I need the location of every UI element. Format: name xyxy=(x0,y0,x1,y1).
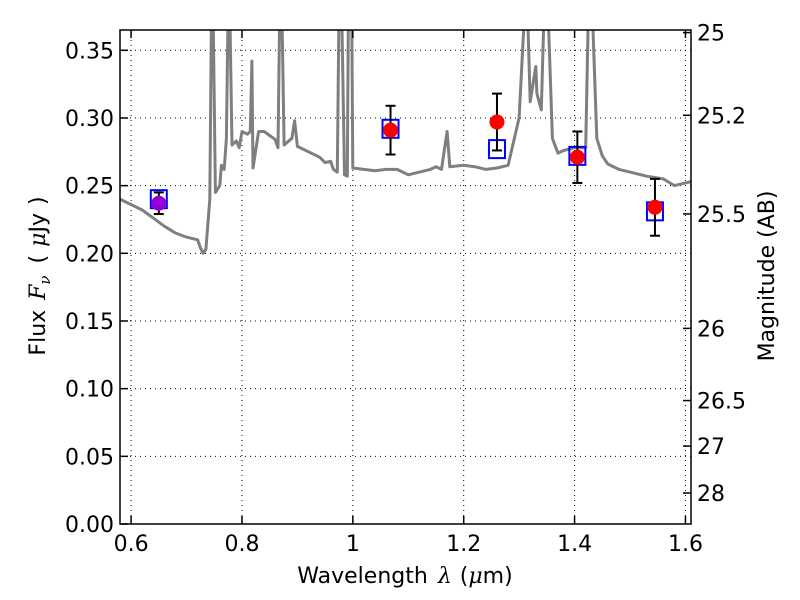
y2-tick-label: 26.5 xyxy=(697,390,746,415)
x-tick-label: 1.6 xyxy=(668,532,703,557)
y2-tick-label: 27 xyxy=(697,435,725,460)
y2-tick-label: 25 xyxy=(697,22,725,47)
axis-ticks xyxy=(120,30,691,525)
y2-tick-label: 28 xyxy=(697,482,725,507)
x-axis-label: Wavelength λ (μm) xyxy=(297,564,512,589)
plot-frame xyxy=(119,29,692,525)
observed-photometry-point xyxy=(489,114,505,130)
observed-photometry-layer xyxy=(151,92,663,237)
y-tick-label: 0.05 xyxy=(65,445,114,470)
y-tick-label: 0.30 xyxy=(65,107,114,132)
observed-photometry-point xyxy=(151,195,167,211)
y2-tick-labels: 25 25.2 25.5 26 26.5 27 28 xyxy=(697,22,746,507)
x-tick-labels: 0.6 0.8 1 1.2 1.4 1.6 xyxy=(114,532,703,557)
observed-photometry-point xyxy=(383,122,399,138)
y2-tick-label: 25.2 xyxy=(697,104,746,129)
observed-photometry-point xyxy=(569,149,585,165)
x-tick-label: 1 xyxy=(346,532,360,557)
x-tick-label: 1.4 xyxy=(557,532,592,557)
y-axis-label: FluxFν(μJy) xyxy=(26,196,54,355)
spectrum-layer xyxy=(120,30,691,255)
y2-axis-label: Magnitude (AB) xyxy=(755,191,780,362)
y2-tick-label: 25.5 xyxy=(697,203,746,228)
y-tick-label: 0.35 xyxy=(65,39,114,64)
x-tick-label: 0.6 xyxy=(114,532,149,557)
y2-tick-label: 26 xyxy=(697,317,725,342)
y-tick-label: 0.15 xyxy=(65,310,114,335)
y-tick-label: 0.00 xyxy=(65,513,114,538)
y-tick-label: 0.10 xyxy=(65,378,114,403)
y-tick-labels: 0.00 0.05 0.10 0.15 0.20 0.25 0.30 0.35 xyxy=(65,39,114,538)
y-tick-label: 0.25 xyxy=(65,175,114,200)
observed-photometry-point xyxy=(647,199,663,215)
y-tick-label: 0.20 xyxy=(65,242,114,267)
x-tick-label: 0.8 xyxy=(224,532,259,557)
model-spectrum-line xyxy=(120,30,691,255)
x-tick-label: 1.2 xyxy=(446,532,481,557)
